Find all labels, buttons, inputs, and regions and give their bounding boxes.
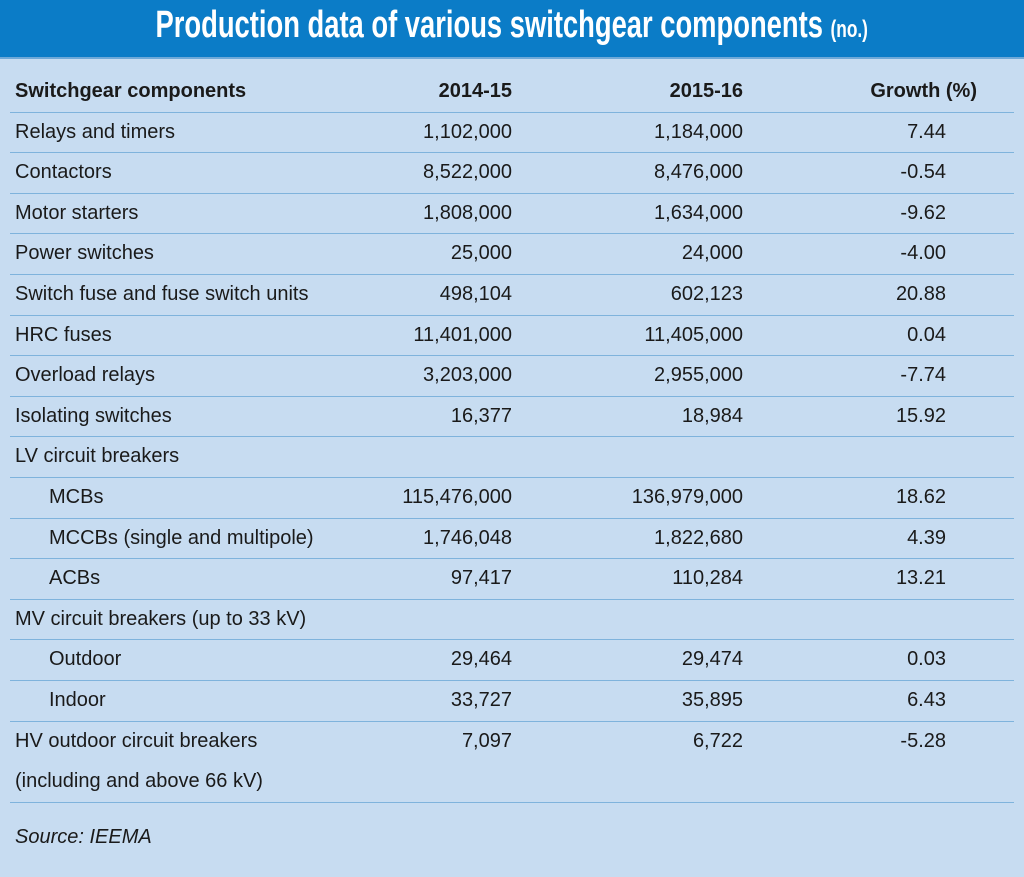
title-band <box>0 0 1024 59</box>
value-2015-16: 1,822,680 <box>654 526 743 549</box>
column-header: Switchgear components <box>15 80 247 102</box>
table-row: HV outdoor circuit breakers 7,097 6,722 -5.… <box>10 721 1014 803</box>
value-2015-16: 11,405,000 <box>644 323 743 346</box>
table-title: Production data of various switchgear co… <box>0 4 1024 47</box>
value-2015-16: 18,984 <box>681 404 743 427</box>
table-row: Power switches 25,000 24,000 -4.00 <box>10 233 1014 275</box>
component-name: Switch fuse and fuse switch units <box>15 283 309 305</box>
value-2015-16: 8,476,000 <box>654 161 743 184</box>
source-note: Source: IEEMA <box>15 826 152 848</box>
growth-value: 6.43 <box>907 689 946 711</box>
growth-value: 0.04 <box>907 323 946 346</box>
value-2014-15: 8,522,000 <box>423 161 512 184</box>
growth-value: -4.00 <box>900 242 946 265</box>
value-2015-16: 110,284 <box>672 567 743 590</box>
component-name: MCCBs (single and multipole) <box>49 526 314 549</box>
value-2014-15: 33,727 <box>450 689 512 711</box>
value-2014-15: 498,104 <box>439 283 512 305</box>
column-header: 2015-16 <box>669 80 743 102</box>
table-row: Switch fuse and fuse switch units 498,104… <box>10 274 1014 316</box>
title-unit: (no.) <box>830 16 869 43</box>
growth-value: 20.88 <box>895 283 946 305</box>
growth-value: 0.03 <box>907 648 946 671</box>
value-2014-15: 115,476,000 <box>402 486 512 508</box>
table-group-row: LV circuit breakers <box>10 436 1014 478</box>
value-2015-16: 6,722 <box>692 729 743 752</box>
value-2015-16: 35,895 <box>681 689 743 711</box>
component-name: Power switches <box>15 242 154 265</box>
value-2014-15: 25,000 <box>450 242 512 265</box>
value-2015-16: 136,979,000 <box>631 486 743 508</box>
component-name: Outdoor <box>49 648 122 671</box>
component-name: MCBs <box>49 486 104 508</box>
value-2014-15: 97,417 <box>450 567 512 590</box>
value-2014-15: 1,102,000 <box>423 120 512 143</box>
value-2015-16: 602,123 <box>670 283 743 305</box>
growth-value: -9.62 <box>900 201 946 224</box>
value-2015-16: 1,184,000 <box>654 120 743 143</box>
value-2014-15: 1,746,048 <box>423 526 512 549</box>
growth-value: 7.44 <box>907 120 946 143</box>
component-name: HV outdoor circuit breakers <box>15 729 258 752</box>
table-header-row: Switchgear components 2014-15 2015-16 Growt… <box>10 71 1014 113</box>
component-name: Contactors <box>15 161 112 184</box>
value-2015-16: 24,000 <box>681 242 743 265</box>
component-name: HRC fuses <box>15 323 112 346</box>
table-row: ACBs 97,417 110,284 13.21 <box>10 558 1014 600</box>
value-2014-15: 7,097 <box>461 729 512 752</box>
title-text: Production data of various switchgear co… <box>155 4 824 46</box>
growth-value: 18.62 <box>895 486 946 508</box>
component-name: Overload relays <box>15 364 156 387</box>
growth-value: -0.54 <box>900 161 946 184</box>
component-name: MV circuit breakers (up to 33 kV) <box>15 607 307 630</box>
component-name: Relays and timers <box>15 120 176 143</box>
component-name: ACBs <box>49 567 101 590</box>
growth-value: 4.39 <box>907 526 946 549</box>
component-name: Isolating switches <box>15 404 172 427</box>
growth-value: 15.92 <box>895 404 946 427</box>
component-name: Motor starters <box>15 201 139 224</box>
value-2014-15: 3,203,000 <box>423 364 512 387</box>
table-row: MCBs 115,476,000 136,979,000 18.62 <box>10 477 1014 519</box>
component-name: Indoor <box>49 689 106 711</box>
table-row: Relays and timers 1,102,000 1,184,000 7.44 <box>10 112 1014 154</box>
value-2014-15: 16,377 <box>450 404 512 427</box>
growth-value: -7.74 <box>900 364 946 387</box>
table-row: Overload relays 3,203,000 2,955,000 -7.74 <box>10 355 1014 397</box>
table-row: MCCBs (single and multipole) 1,746,048 1,8… <box>10 518 1014 560</box>
table-row: HRC fuses 11,401,000 11,405,000 0.04 <box>10 315 1014 357</box>
column-header: 2014-15 <box>438 80 512 102</box>
value-2014-15: 1,808,000 <box>423 201 512 224</box>
table-row: Outdoor 29,464 29,474 0.03 <box>10 639 1014 681</box>
column-header: Growth (%) <box>870 80 977 102</box>
value-2014-15: 11,401,000 <box>413 323 512 346</box>
table-row: Isolating switches 16,377 18,984 15.92 <box>10 396 1014 438</box>
table-row: Indoor 33,727 35,895 6.43 <box>10 680 1014 722</box>
growth-value: -5.28 <box>900 729 946 752</box>
value-2015-16: 29,474 <box>681 648 743 671</box>
table-row: Contactors 8,522,000 8,476,000 -0.54 <box>10 152 1014 194</box>
table-group-row: MV circuit breakers (up to 33 kV) <box>10 599 1014 641</box>
component-name: LV circuit breakers <box>15 445 180 468</box>
component-name-line2: (including and above 66 kV) <box>15 770 263 793</box>
growth-value: 13.21 <box>895 567 946 590</box>
value-2014-15: 29,464 <box>450 648 512 671</box>
table-row: Motor starters 1,808,000 1,634,000 -9.62 <box>10 193 1014 235</box>
value-2015-16: 2,955,000 <box>654 364 743 387</box>
value-2015-16: 1,634,000 <box>654 201 743 224</box>
